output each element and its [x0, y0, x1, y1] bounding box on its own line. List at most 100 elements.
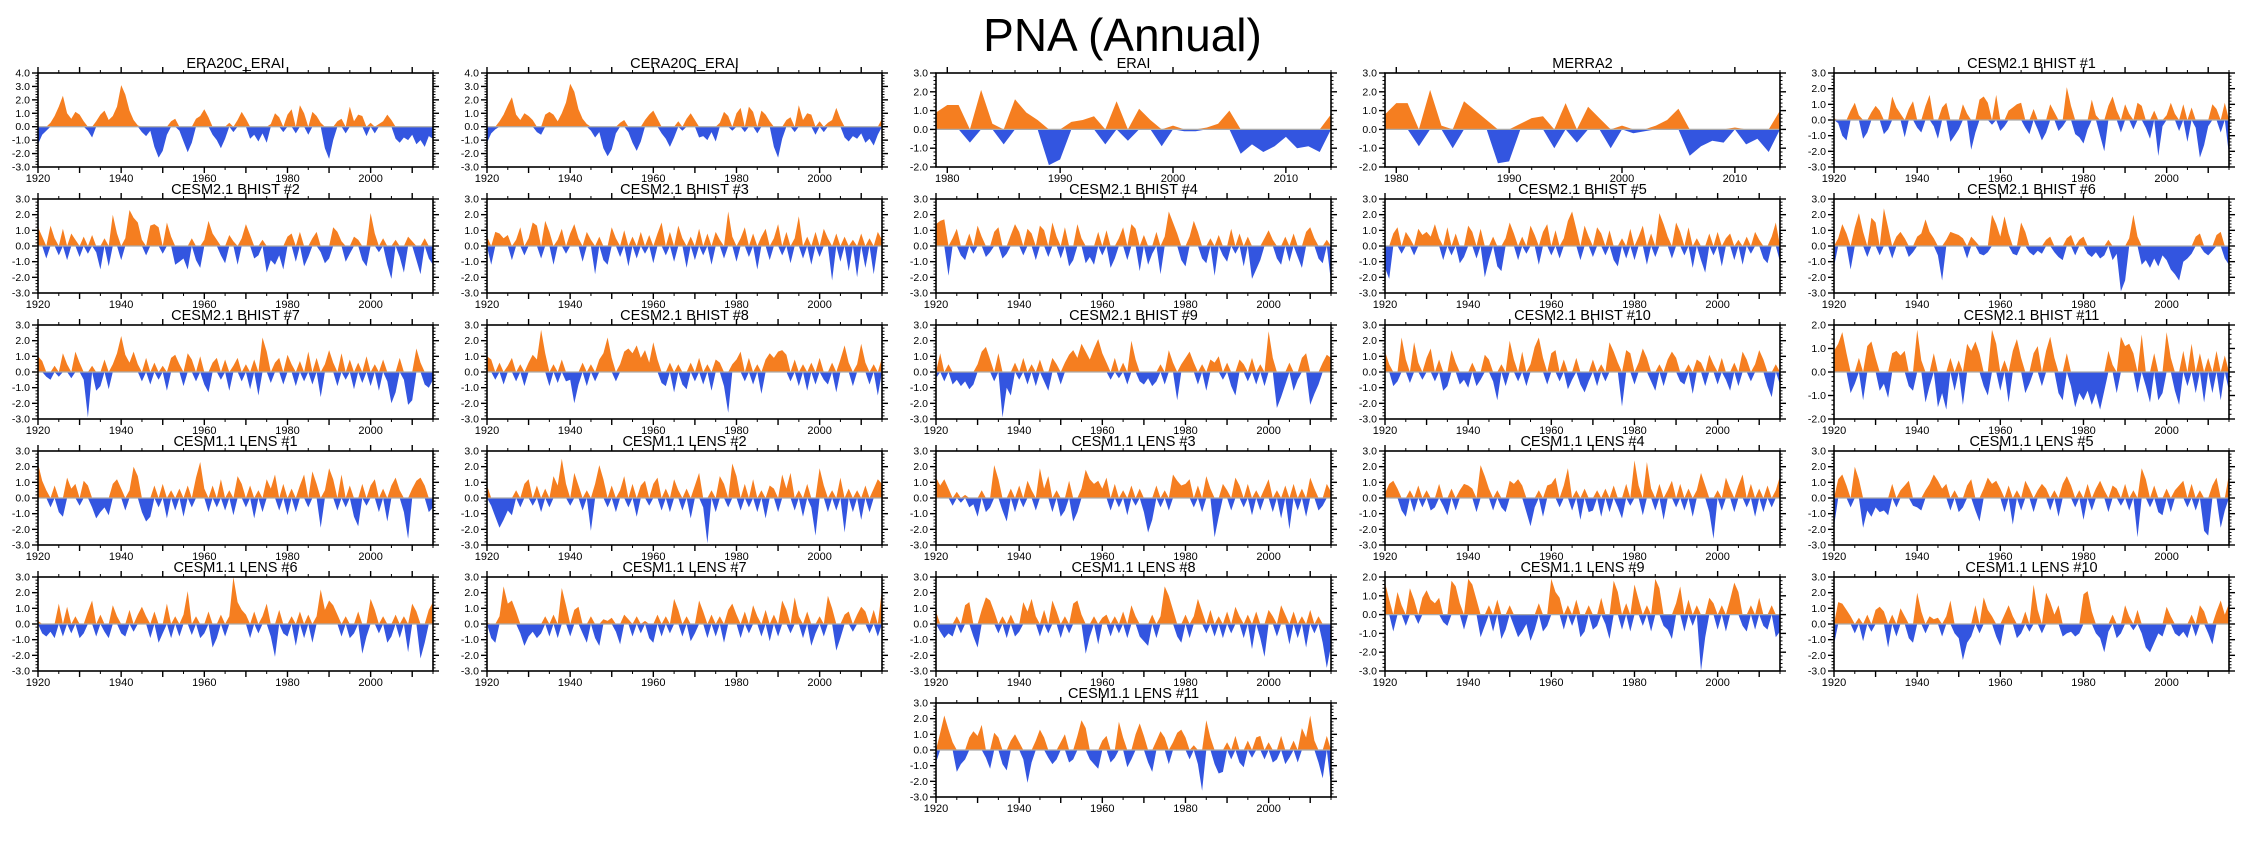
y-tick-label: 1.0 — [15, 225, 30, 237]
x-tick-label: 1980 — [2071, 677, 2095, 686]
negative-anomaly-area — [38, 498, 433, 539]
y-tick-label: -1.0 — [910, 143, 928, 155]
negative-anomaly-area — [1834, 498, 2229, 538]
y-tick-label: -3.0 — [1359, 414, 1377, 426]
y-tick-label: 2.0 — [1362, 209, 1377, 221]
x-tick-label: 1920 — [26, 551, 50, 560]
x-tick-label: 2000 — [358, 299, 382, 308]
chart-panel-cesm2-1-bhist-7: CESM2.1 BHIST #7 -3.0 -2.0 -1.0 0.0 1.0 2.0 3.0… — [0, 308, 449, 434]
x-tick-label: 1980 — [1622, 299, 1646, 308]
x-tick-label: 1980 — [275, 425, 299, 434]
x-tick-label: 1920 — [1373, 425, 1397, 434]
y-tick-label: 2.0 — [913, 335, 928, 347]
chart-title: CESM1.1 LENS #4 — [1520, 434, 1644, 450]
chart-title: CESM1.1 LENS #1 — [173, 434, 297, 450]
x-tick-label: 1960 — [1090, 551, 1114, 560]
plot-frame — [1833, 198, 2230, 294]
y-tick-label: 0.0 — [464, 367, 479, 379]
positive-anomaly-area — [487, 458, 882, 498]
chart-panel-cesm1-1-lens-7: CESM1.1 LENS #7 -3.0 -2.0 -1.0 0.0 1.0 2.0 3.0 1… — [449, 560, 898, 686]
chart-plot: CESM1.1 LENS #4 -3.0 -2.0 -1.0 0.0 1.0 2.0 3.0 1… — [1359, 434, 1786, 560]
y-tick-label: 1.0 — [1362, 477, 1377, 489]
positive-anomaly-area — [38, 462, 433, 498]
y-tick-label: 1.0 — [913, 351, 928, 363]
y-tick-label: 0.0 — [15, 241, 30, 253]
x-tick-label: 1940 — [558, 551, 582, 560]
positive-anomaly-area — [1385, 89, 1780, 130]
chart-title: CESM1.1 LENS #7 — [622, 560, 746, 576]
chart-panel-cesm1-1-lens-10: CESM1.1 LENS #10 -3.0 -2.0 -1.0 0.0 1.0 2.0 3.0… — [1796, 560, 2245, 686]
y-tick-label: -3.0 — [910, 792, 928, 804]
y-tick-label: -1.0 — [461, 508, 479, 520]
y-tick-label: 0.0 — [464, 619, 479, 631]
chart-panel-erai: ERAI -2.0 -1.0 0.0 1.0 2.0 3.0 1980 1990 2000 2010 — [898, 56, 1347, 182]
x-tick-label: 1940 — [558, 173, 582, 182]
y-tick-label: -1.0 — [12, 256, 30, 268]
y-tick-label: -1.0 — [1359, 143, 1377, 155]
positive-anomaly-area — [38, 85, 433, 127]
chart-title: CESM1.1 LENS #11 — [1068, 686, 1199, 702]
x-tick-label: 1920 — [26, 299, 50, 308]
x-tick-label: 1960 — [1090, 677, 1114, 686]
chart-plot: MERRA2 -2.0 -1.0 0.0 1.0 2.0 3.0 1980 1990 2000 20… — [1359, 56, 1786, 182]
x-tick-label: 1980 — [1173, 551, 1197, 560]
x-tick-label: 1920 — [475, 551, 499, 560]
y-tick-label: 0.0 — [913, 493, 928, 505]
y-tick-label: -3.0 — [461, 666, 479, 678]
x-tick-label: 1940 — [1456, 677, 1480, 686]
y-tick-label: 2.0 — [1811, 320, 1826, 332]
x-tick-label: 2000 — [807, 173, 831, 182]
y-tick-label: -1.0 — [1359, 628, 1377, 640]
negative-anomaly-area — [936, 624, 1331, 668]
y-tick-label: 3.0 — [1811, 572, 1826, 584]
negative-anomaly-area — [38, 246, 433, 279]
plot-frame — [486, 324, 883, 420]
x-tick-label: 1960 — [641, 677, 665, 686]
y-tick-label: -2.0 — [1359, 398, 1377, 410]
x-tick-label: 1940 — [109, 425, 133, 434]
y-tick-label: -3.0 — [461, 162, 479, 174]
y-tick-label: 1.0 — [913, 729, 928, 741]
y-tick-label: -1.0 — [910, 256, 928, 268]
y-tick-label: -2.0 — [461, 148, 479, 160]
plot-frame — [1833, 324, 2230, 420]
y-tick-label: -2.0 — [1808, 272, 1826, 284]
positive-anomaly-area — [38, 336, 433, 372]
x-tick-label: 1960 — [1988, 677, 2012, 686]
y-tick-label: 3.0 — [15, 81, 30, 93]
chart-panel-cesm1-1-lens-6: CESM1.1 LENS #6 -3.0 -2.0 -1.0 0.0 1.0 2.0 3.0 1… — [0, 560, 449, 686]
positive-anomaly-area — [487, 83, 882, 127]
y-tick-label: 1.0 — [15, 603, 30, 615]
x-tick-label: 1980 — [724, 677, 748, 686]
chart-panel-cesm2-1-bhist-11: CESM2.1 BHIST #11 -2.0 -1.0 0.0 1.0 2.0 1920 19… — [1796, 308, 2245, 434]
y-tick-label: -1.0 — [910, 508, 928, 520]
x-tick-label: 2000 — [807, 551, 831, 560]
chart-title: MERRA2 — [1552, 56, 1612, 72]
y-tick-label: 2.0 — [913, 209, 928, 221]
positive-anomaly-area — [1834, 208, 2229, 246]
negative-anomaly-area — [936, 498, 1331, 538]
x-tick-label: 1980 — [1173, 677, 1197, 686]
chart-plot: CESM1.1 LENS #5 -3.0 -2.0 -1.0 0.0 1.0 2.0 3.0 1… — [1808, 434, 2235, 560]
x-tick-label: 1960 — [1090, 803, 1114, 812]
x-tick-label: 1940 — [109, 677, 133, 686]
chart-panel-cesm1-1-lens-3: CESM1.1 LENS #3 -3.0 -2.0 -1.0 0.0 1.0 2.0 3.0 1… — [898, 434, 1347, 560]
y-tick-label: 2.0 — [464, 461, 479, 473]
x-tick-label: 2000 — [1705, 677, 1729, 686]
chart-title: CESM1.1 LENS #8 — [1071, 560, 1195, 576]
y-tick-label: 1.0 — [15, 477, 30, 489]
negative-anomaly-area — [487, 246, 882, 281]
y-tick-label: -1.0 — [1808, 256, 1826, 268]
x-tick-label: 1980 — [1173, 803, 1197, 812]
chart-plot: CESM2.1 BHIST #1 -3.0 -2.0 -1.0 0.0 1.0 2.0 3.0… — [1808, 56, 2235, 182]
y-tick-label: -3.0 — [461, 414, 479, 426]
chart-plot: CESM1.1 LENS #9 -3.0 -2.0 -1.0 0.0 1.0 2.0 1920… — [1359, 560, 1786, 686]
chart-title: CESM1.1 LENS #2 — [622, 434, 746, 450]
y-tick-label: 1.0 — [464, 477, 479, 489]
x-tick-label: 2000 — [2154, 173, 2178, 182]
x-tick-label: 2000 — [2154, 677, 2178, 686]
y-tick-label: -1.0 — [1359, 256, 1377, 268]
chart-plot: CESM2.1 BHIST #6 -3.0 -2.0 -1.0 0.0 1.0 2.0 3.0… — [1808, 182, 2235, 308]
y-tick-label: 0.0 — [464, 493, 479, 505]
y-tick-label: -2.0 — [910, 776, 928, 788]
